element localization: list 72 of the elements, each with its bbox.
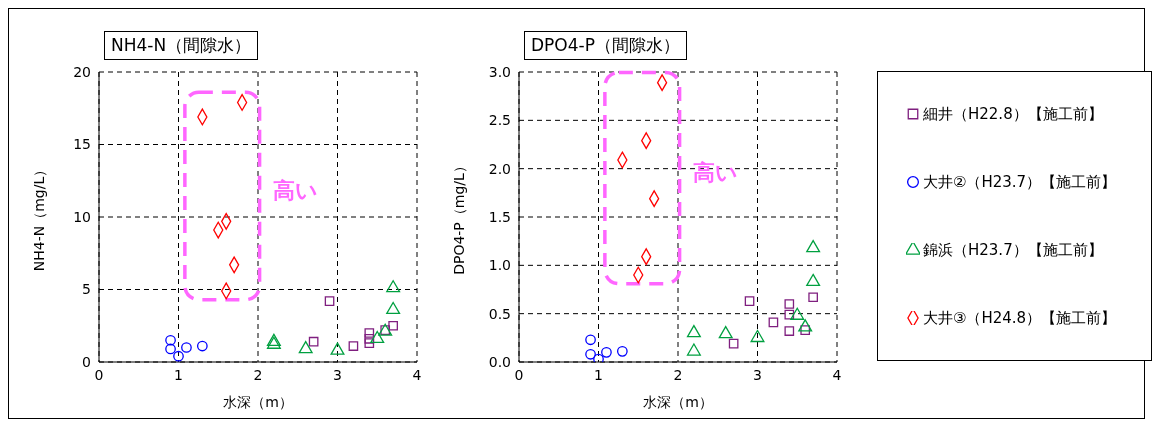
x-tick-label: 2 [673,366,683,383]
x-tick-label: 4 [832,366,842,383]
point [784,309,795,320]
legend-label: 錦浜（H23.7）【施工前】 [923,240,1103,260]
point [324,296,335,306]
point [173,350,184,362]
point [806,273,821,287]
point [181,342,192,353]
point [750,329,765,343]
y-tick-label: 0.5 [488,305,511,322]
y-axis-title: DPO4-P（mg/L） [450,159,467,275]
x-tick-label: 3 [753,366,762,383]
point [798,319,813,332]
y-tick-label: 10 [73,208,91,225]
point [236,94,248,111]
legend-label: 大井③（H24.8）【施工前】 [923,308,1117,328]
y-tick-label: 1.5 [488,208,511,225]
point [686,343,701,356]
x-tick-label: 1 [594,366,603,383]
x-tick-label: 2 [253,366,263,383]
point [686,325,701,338]
point [386,280,401,293]
point [616,346,628,357]
annotation: 高い [272,177,318,203]
y-tick-label: 2.5 [488,112,511,129]
point [601,346,612,358]
point [330,342,345,355]
point [784,326,795,336]
point [728,338,739,349]
y-tick-label: 15 [73,136,91,153]
legend-label: 大井②（H23.7）【施工前】 [923,172,1117,192]
point [196,340,208,352]
x-tick-label: 4 [412,366,422,383]
point [348,341,359,351]
x-axis-title: 水深（m） [643,394,713,410]
y-tick-label: 1.0 [488,257,511,274]
x-tick-label: 1 [174,366,183,383]
point [165,334,176,346]
point [298,340,313,354]
point [585,334,596,346]
y-tick-label: 5 [82,281,91,298]
y-tick-label: 3.0 [488,63,511,80]
point [388,320,398,331]
point [308,336,319,347]
point [165,343,176,355]
point [364,328,375,338]
y-tick-label: 20 [73,63,91,80]
point [593,353,604,362]
point [806,239,821,253]
y-tick-label: 0 [82,353,91,370]
point [808,292,818,303]
point [718,325,733,339]
point [370,330,385,344]
x-tick-label: 0 [94,366,104,383]
point [585,348,596,360]
annotation: 高い [692,160,738,186]
legend-label: 細井（H22.8）【施工前】 [923,104,1103,124]
point [790,307,805,320]
x-tick-label: 0 [514,366,524,383]
point [744,296,755,306]
chart-title: NH4-N（間隙水） [104,31,259,60]
chart-title: DPO4-P（間隙水） [524,31,687,60]
point [768,317,779,328]
x-axis-title: 水深（m） [223,394,293,410]
y-axis-title: NH4-N（mg/L） [30,162,47,272]
x-tick-label: 3 [333,366,342,383]
point [386,301,401,315]
point [364,338,375,348]
point [364,333,375,344]
point [784,299,795,309]
y-tick-label: 0.0 [488,353,511,370]
y-tick-label: 2.0 [488,160,511,177]
